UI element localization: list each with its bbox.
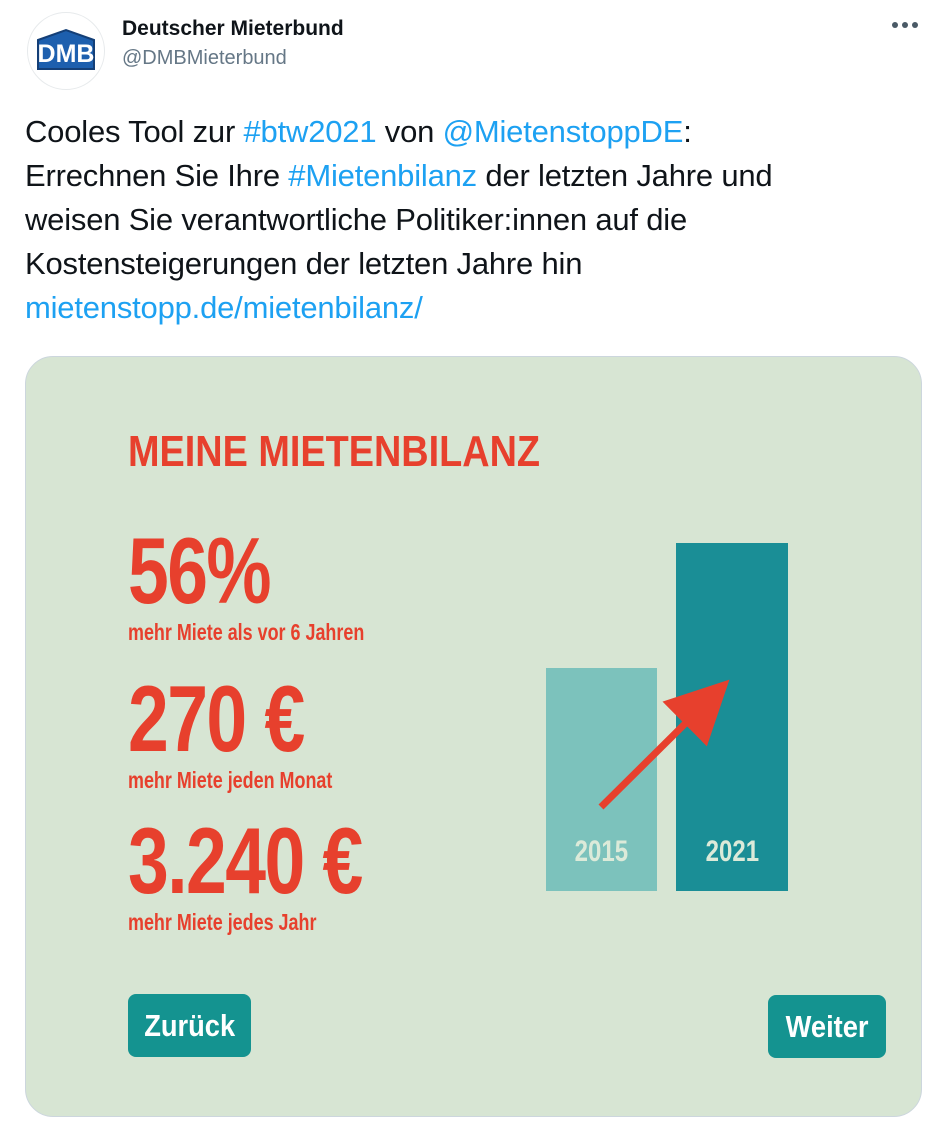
stat-label: mehr Miete als vor 6 Jahren (128, 619, 365, 645)
stat-value: 3.240 € (128, 808, 363, 913)
tweet-text-segment: weisen Sie verantwortliche Politiker:inn… (25, 202, 688, 237)
tweet-text-segment: der letzten Jahre und (476, 158, 773, 193)
tweet-text-segment: von (376, 114, 443, 149)
user-handle: @DMBMieterbund (122, 47, 287, 69)
display-name[interactable]: Deutscher Mieterbund (122, 17, 344, 40)
bar-label-2015: 2015 (574, 835, 629, 868)
bar-2015: 2015 (546, 668, 657, 891)
next-button[interactable]: Weiter (768, 995, 886, 1058)
stat-value: 270 € (128, 666, 305, 771)
bar-label-2021: 2021 (705, 835, 759, 868)
more-options-icon (892, 22, 898, 28)
tweet-text-segment: Errechnen Sie Ihre (25, 158, 289, 193)
svg-text:DMB: DMB (38, 40, 95, 68)
card-title-text: MEINE MIETENBILANZ (128, 427, 541, 476)
stat-item-yearly: 3.240 € mehr Miete jedes Jahr (128, 808, 428, 936)
tweet-text-segment: : (683, 114, 692, 149)
avatar[interactable]: DMB (27, 12, 105, 90)
stat-item-monthly: 270 € mehr Miete jeden Monat (128, 666, 390, 794)
tweet-header: DMB Deutscher Mieterbund @DMBMieterbund (0, 0, 945, 90)
stat-item-percent: 56% mehr Miete als vor 6 Jahren (128, 518, 431, 646)
card-title: MEINE MIETENBILANZ (128, 427, 607, 477)
stat-label: mehr Miete jedes Jahr (128, 909, 317, 935)
tweet-text-segment: Kostensteigerungen der letzten Jahre hin (25, 246, 583, 281)
more-options-button[interactable] (890, 12, 920, 38)
stat-value: 56% (128, 518, 272, 623)
mention-mietenstoppde-link[interactable]: @MietenstoppDE (442, 114, 684, 149)
hashtag-mietenbilanz-link[interactable]: #Mietenbilanz (288, 158, 477, 193)
more-options-icon (912, 22, 918, 28)
tweet-text: Cooles Tool zur #btw2021 von @Mietenstop… (25, 110, 920, 330)
tweet-image-card[interactable]: MEINE MIETENBILANZ 56% mehr Miete als vo… (25, 356, 922, 1117)
tweet-url-link[interactable]: mietenstopp.de/mietenbilanz/ (25, 290, 423, 325)
bar-2021: 2021 (676, 543, 788, 891)
hashtag-btw2021-link[interactable]: #btw2021 (243, 114, 377, 149)
back-button[interactable]: Zurück (128, 994, 251, 1057)
stat-label: mehr Miete jeden Monat (128, 767, 333, 793)
user-block: Deutscher Mieterbund @DMBMieterbund (122, 12, 344, 71)
dmb-logo-icon: DMB (37, 28, 95, 70)
more-options-icon (902, 22, 908, 28)
tweet-text-segment: Cooles Tool zur (25, 114, 244, 149)
